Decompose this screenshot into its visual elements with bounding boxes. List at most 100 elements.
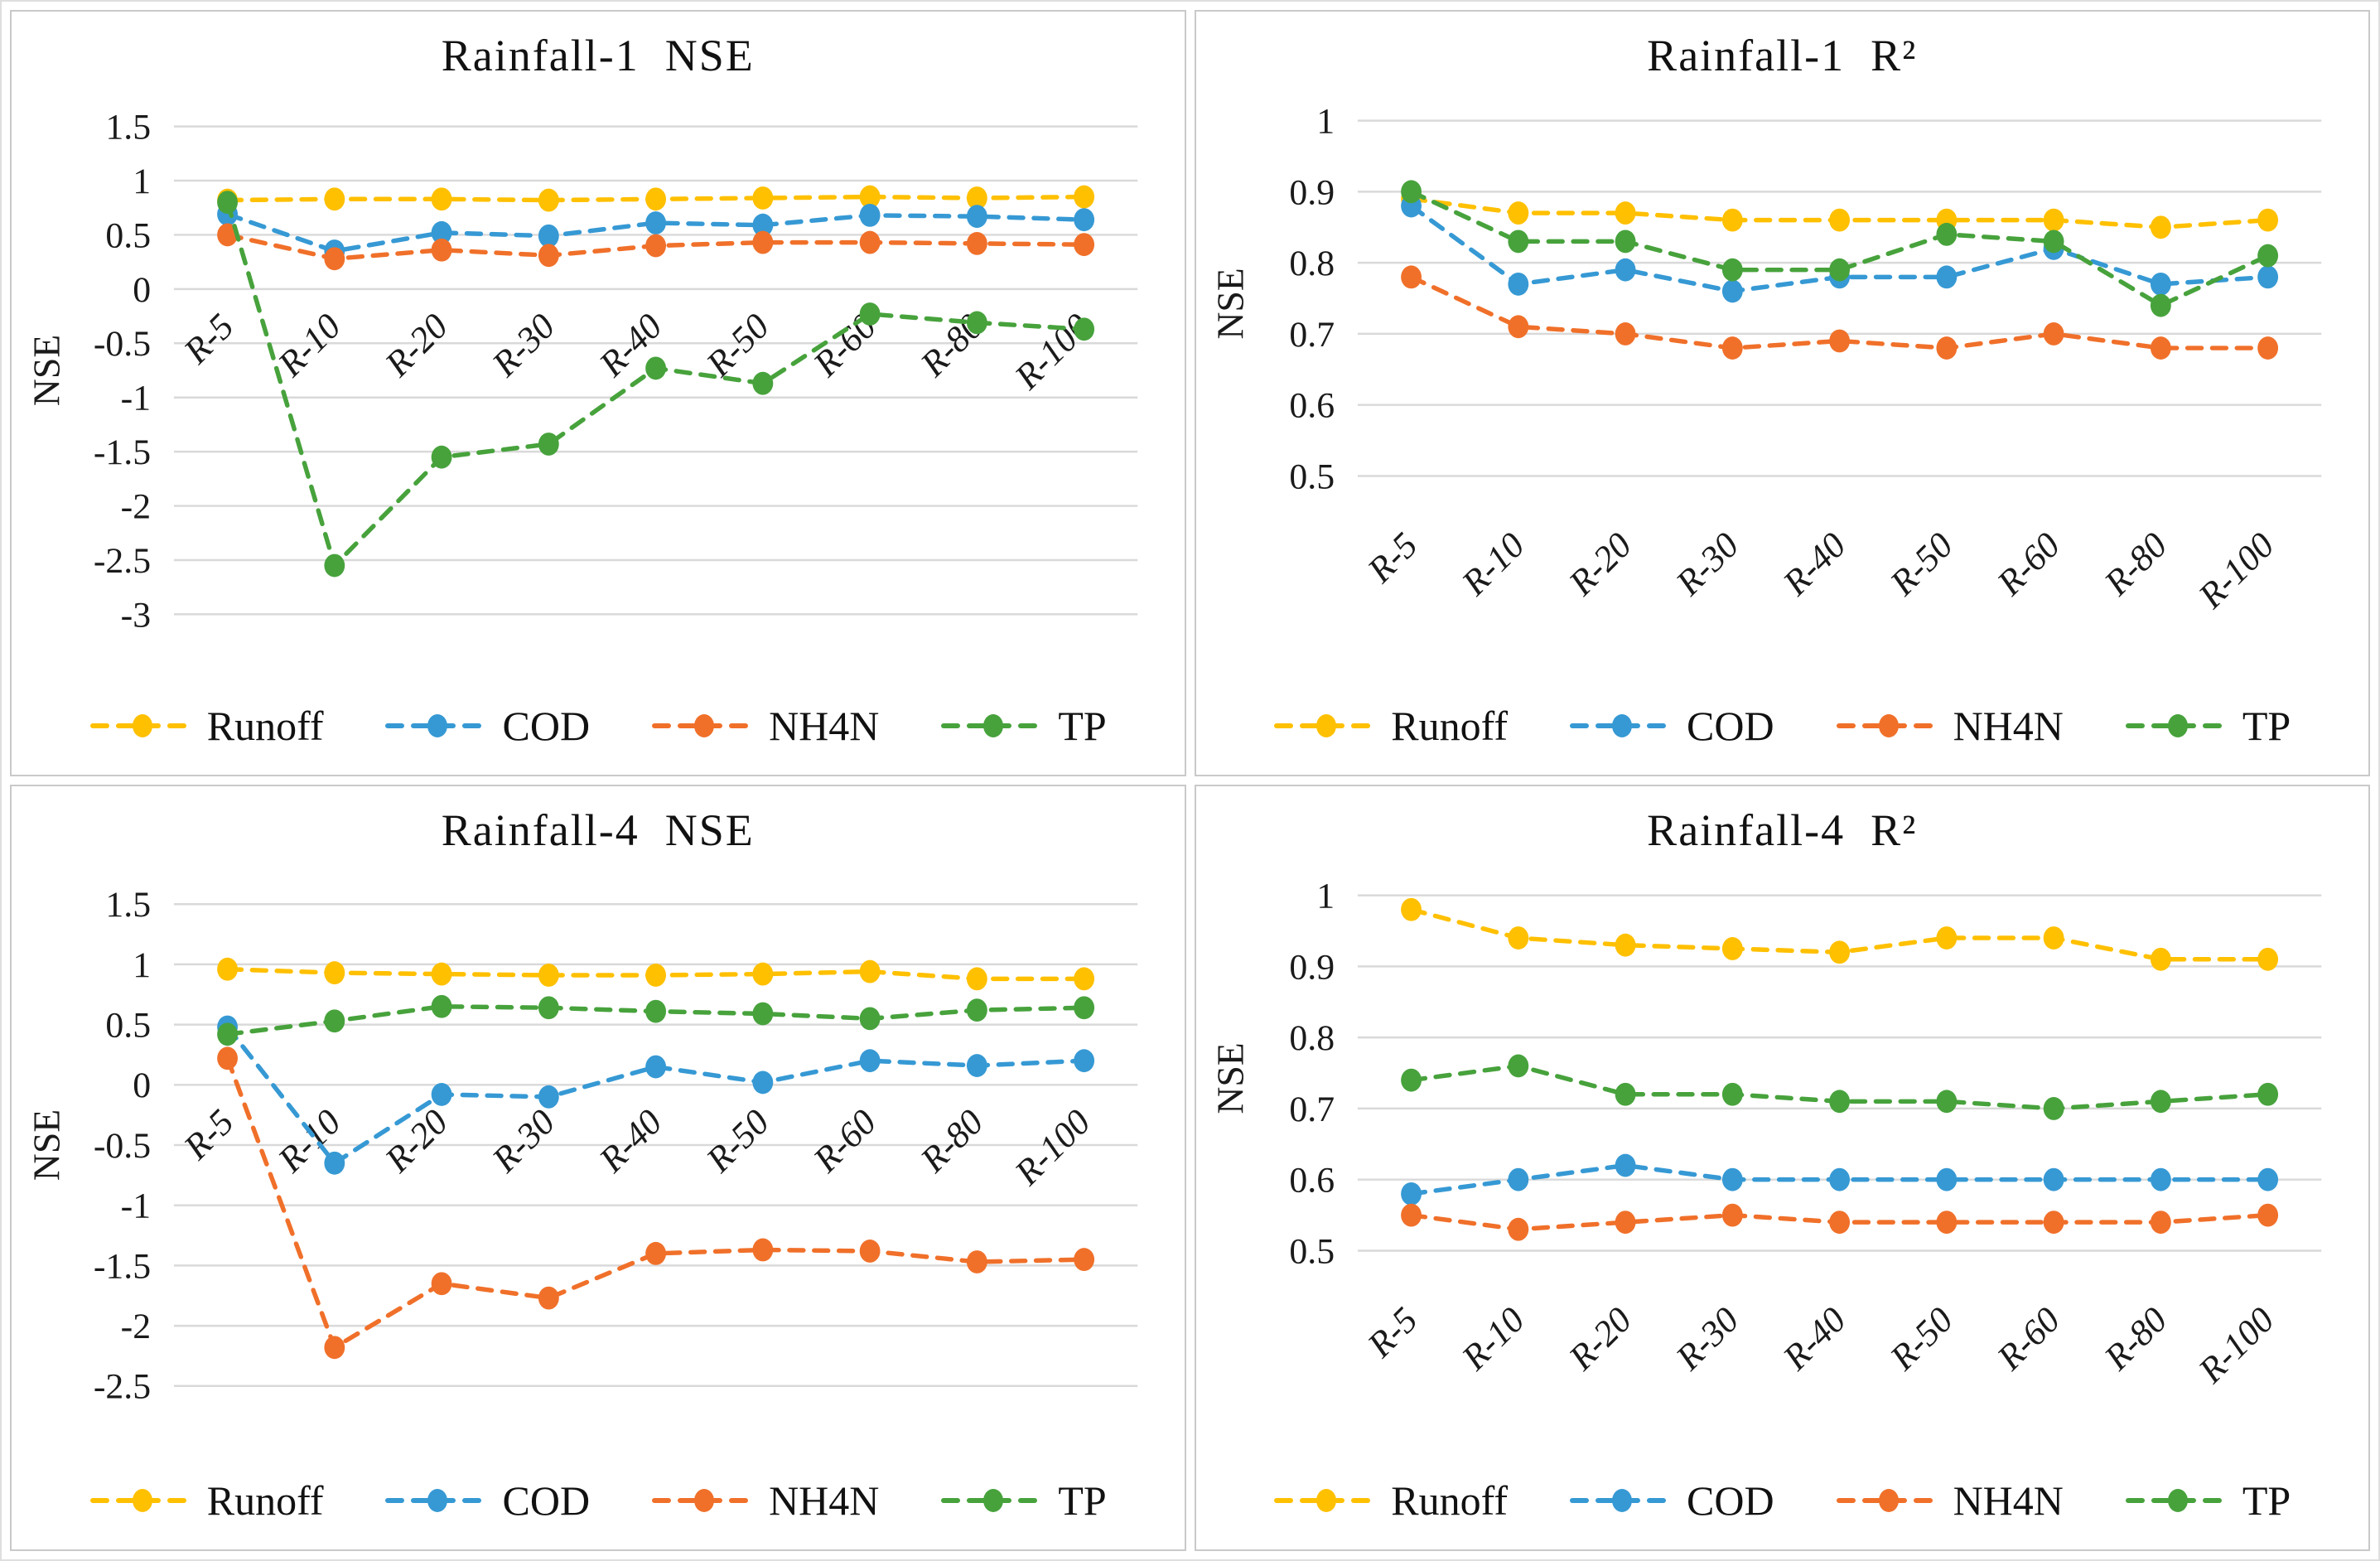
svg-text:0.9: 0.9 [1290, 172, 1335, 212]
svg-text:-0.5: -0.5 [94, 1126, 151, 1166]
svg-text:R-100: R-100 [1007, 1102, 1098, 1193]
chart-title: Rainfall-1 NSE [441, 31, 755, 80]
svg-text:1.5: 1.5 [105, 108, 151, 147]
nh4n-legend-marker-icon [1836, 714, 1941, 737]
svg-text:-2: -2 [120, 1307, 150, 1346]
svg-text:R-60: R-60 [805, 1102, 884, 1181]
chart-plot-area: 1.5 1 0.5 0 -0.5 -1 -1.5 -2 -2.5 -3 NSE R-5 R-10 R-20… [25, 108, 1138, 635]
svg-text:R-5: R-5 [176, 1102, 241, 1167]
chart-legend: Runoff COD NH4N TP [89, 702, 1107, 750]
svg-text:R-80: R-80 [2097, 525, 2175, 604]
svg-text:R-5: R-5 [176, 307, 241, 372]
svg-text:0: 0 [133, 270, 151, 310]
tp-legend-marker-icon [2125, 1489, 2230, 1512]
legend-label-cod: COD [502, 1477, 591, 1524]
svg-text:R-20: R-20 [1562, 1300, 1640, 1379]
svg-text:0.7: 0.7 [1290, 1090, 1335, 1129]
svg-text:-1: -1 [120, 1186, 150, 1226]
runoff-legend-marker-icon [1274, 1489, 1379, 1512]
svg-text:0.5: 0.5 [1290, 457, 1335, 496]
svg-text:0.5: 0.5 [105, 1006, 151, 1046]
svg-text:R-80: R-80 [2097, 1300, 2175, 1379]
svg-text:0.6: 0.6 [1290, 386, 1335, 426]
svg-text:-0.5: -0.5 [94, 324, 151, 364]
legend-label-runoff: Runoff [1391, 1477, 1508, 1524]
chart-panel-rainfall-1-r2: Rainfall-1 R² 1 0.9 0.8 0.7 0.6 0.5 NSE R-5 R-10… [1194, 10, 2370, 776]
chart-panel-rainfall-1-nse: Rainfall-1 NSE 1.5 1 0.5 0 -0.5 -1 -1.5 -2 -2.5 -… [10, 10, 1186, 776]
chart-title: Rainfall-4 R² [1647, 805, 1918, 855]
svg-text:-1.5: -1.5 [94, 1246, 151, 1286]
svg-text:R-30: R-30 [1668, 525, 1747, 604]
legend-item-nh4n: NH4N [651, 1476, 879, 1525]
svg-text:1: 1 [1316, 877, 1335, 916]
legend-label-tp: TP [1058, 1477, 1107, 1524]
cod-legend-marker-icon [1569, 714, 1674, 737]
cod-legend-marker-icon [385, 1489, 490, 1512]
legend-item-runoff: Runoff [1273, 702, 1508, 750]
legend-item-nh4n: NH4N [651, 702, 879, 750]
svg-text:R-50: R-50 [1882, 525, 1961, 604]
svg-text:R-20: R-20 [377, 1102, 456, 1181]
tp-legend-marker-icon [2125, 714, 2230, 737]
svg-text:R-40: R-40 [591, 1102, 670, 1181]
svg-text:1.5: 1.5 [105, 885, 151, 925]
svg-text:R-5: R-5 [1360, 1300, 1426, 1365]
svg-text:R-50: R-50 [1882, 1300, 1961, 1379]
legend-label-runoff: Runoff [206, 1477, 324, 1524]
svg-text:-2.5: -2.5 [94, 541, 151, 581]
svg-text:R-5: R-5 [1360, 525, 1426, 591]
svg-text:1: 1 [1316, 102, 1335, 142]
legend-item-runoff: Runoff [89, 1476, 324, 1525]
tp-legend-marker-icon [941, 714, 1046, 737]
legend-item-tp: TP [940, 1476, 1107, 1525]
legend-item-cod: COD [384, 1476, 590, 1525]
legend-label-cod: COD [1686, 703, 1774, 749]
chart-title: Rainfall-1 R² [1647, 31, 1918, 80]
legend-label-tp: TP [2242, 1477, 2291, 1524]
runoff-legend-marker-icon [89, 714, 195, 737]
nh4n-legend-marker-icon [652, 1489, 757, 1512]
svg-text:R-100: R-100 [2191, 1300, 2282, 1391]
cod-legend-marker-icon [385, 714, 490, 737]
svg-text:-1: -1 [120, 379, 150, 418]
runoff-legend-marker-icon [89, 1489, 195, 1512]
chart-plot-area: 1 0.9 0.8 0.7 0.6 0.5 NSE R-5 R-10 R-20 R-30 R-40 R-… [1209, 102, 2322, 616]
tp-legend-marker-icon [941, 1489, 1046, 1512]
legend-item-cod: COD [1569, 1476, 1774, 1525]
svg-text:0.9: 0.9 [1290, 947, 1335, 987]
svg-text:R-30: R-30 [484, 307, 562, 385]
svg-text:0: 0 [133, 1066, 151, 1105]
svg-text:0.5: 0.5 [1290, 1231, 1335, 1271]
chart-legend: Runoff COD NH4N TP [1273, 1476, 2291, 1525]
svg-text:R-10: R-10 [1454, 1300, 1533, 1379]
chart-panel-rainfall-4-nse: Rainfall-4 NSE 1.5 1 0.5 0 -0.5 -1 -1.5 -2 -2.5 N… [10, 785, 1186, 1551]
chart-title: Rainfall-4 NSE [441, 805, 755, 855]
legend-label-cod: COD [502, 703, 591, 749]
svg-text:0.5: 0.5 [105, 215, 151, 255]
legend-item-tp: TP [940, 702, 1107, 750]
svg-text:-2.5: -2.5 [94, 1367, 151, 1407]
legend-label-nh4n: NH4N [1953, 703, 2064, 749]
legend-label-cod: COD [1686, 1477, 1774, 1524]
svg-text:0.8: 0.8 [1290, 244, 1335, 283]
legend-item-tp: TP [2125, 1476, 2291, 1525]
svg-text:R-80: R-80 [912, 1102, 991, 1181]
svg-text:R-40: R-40 [1775, 525, 1854, 604]
svg-text:R-30: R-30 [1668, 1300, 1747, 1379]
svg-text:NSE: NSE [1209, 1042, 1252, 1114]
legend-label-tp: TP [1058, 703, 1107, 749]
legend-label-runoff: Runoff [1391, 703, 1508, 749]
svg-text:NSE: NSE [25, 335, 67, 406]
svg-text:R-100: R-100 [2191, 525, 2282, 616]
svg-text:NSE: NSE [25, 1109, 67, 1181]
legend-item-runoff: Runoff [1273, 1476, 1508, 1525]
chart-legend: Runoff COD NH4N TP [89, 1476, 1107, 1525]
legend-label-tp: TP [2242, 703, 2291, 749]
nh4n-legend-marker-icon [1836, 1489, 1941, 1512]
svg-text:R-10: R-10 [270, 307, 349, 385]
svg-text:R-20: R-20 [377, 307, 456, 385]
svg-text:-2: -2 [120, 486, 150, 526]
svg-text:0.6: 0.6 [1290, 1161, 1335, 1201]
